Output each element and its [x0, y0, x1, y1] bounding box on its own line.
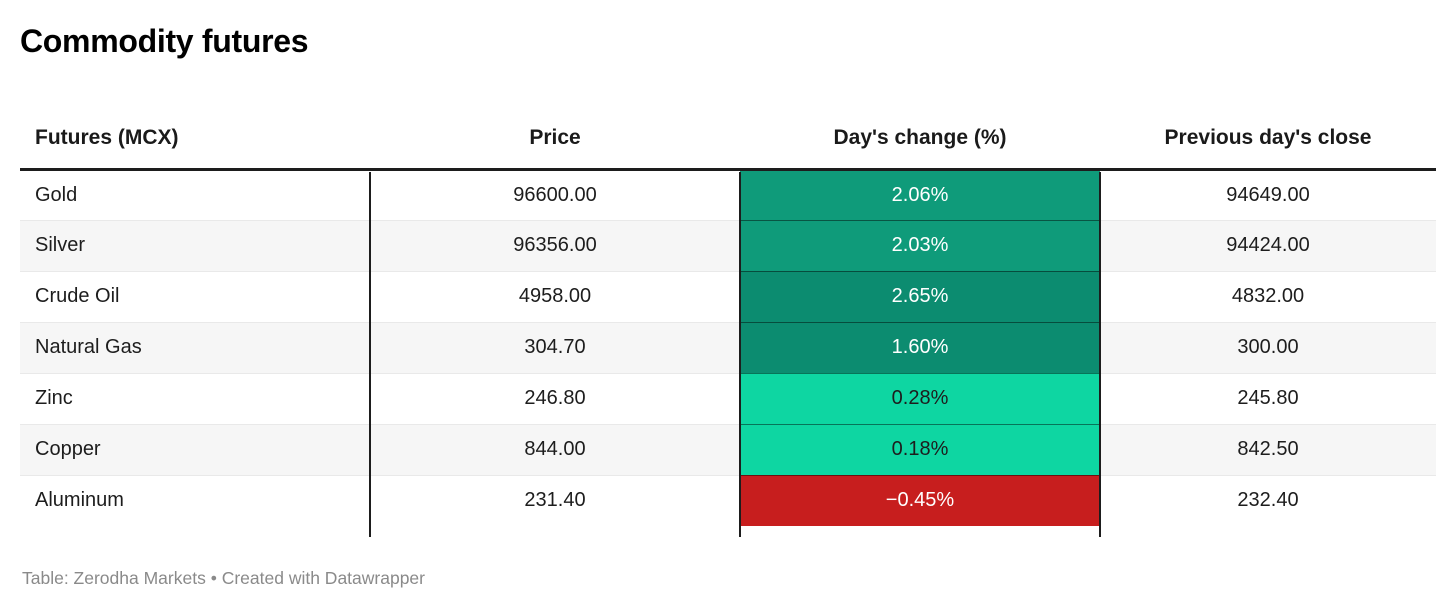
table-row-zinc: Zinc 246.80 0.28% 245.80 — [20, 372, 1436, 424]
cell-change: 2.65% — [740, 270, 1100, 322]
cell-change: −0.45% — [740, 474, 1100, 526]
column-header-price: Price — [370, 109, 740, 171]
table-header: Futures (MCX) Price Day's change (%) Pre… — [20, 109, 1436, 171]
cell-prev-close: 4832.00 — [1100, 270, 1436, 322]
cell-prev-close: 300.00 — [1100, 321, 1436, 373]
table-row-gold: Gold 96600.00 2.06% 94649.00 — [20, 169, 1436, 220]
cell-name: Zinc — [20, 372, 370, 424]
cell-prev-close: 94649.00 — [1226, 183, 1310, 206]
cell-name: Silver — [20, 219, 370, 271]
cell-prev-close: 842.50 — [1100, 423, 1436, 475]
cell-price: 4958.00 — [370, 270, 740, 322]
table-body: Gold 96600.00 2.06% 94649.00 Silver 9635… — [20, 169, 1436, 526]
cell-change: 0.28% — [740, 372, 1100, 424]
cell-price: 246.80 — [370, 372, 740, 424]
table-row-aluminum: Aluminum 231.40 −0.45% 232.40 — [20, 474, 1436, 526]
cell-change: 2.06% — [740, 169, 1100, 220]
cell-prev-close: 245.80 — [1100, 372, 1436, 424]
table-row-natural-gas: Natural Gas 304.70 1.60% 300.00 — [20, 321, 1436, 373]
column-header-futures: Futures (MCX) — [20, 109, 370, 171]
datawrapper-table-page: Commodity futures Futures (MCX) Price Da… — [20, 23, 1436, 589]
column-header-prev-close: Previous day's close — [1100, 109, 1436, 171]
cell-name: Aluminum — [20, 474, 370, 526]
table-row-copper: Copper 844.00 0.18% 842.50 — [20, 423, 1436, 475]
table-footer: Table: Zerodha Markets • Created with Da… — [20, 568, 1436, 589]
footer-separator: • — [205, 568, 222, 588]
cell-prev-close: 232.40 — [1100, 474, 1436, 526]
table-row-crude-oil: Crude Oil 4958.00 2.65% 4832.00 — [20, 270, 1436, 322]
data-table: Futures (MCX) Price Day's change (%) Pre… — [20, 109, 1436, 526]
cell-name: Copper — [20, 423, 370, 475]
commodity-futures-table: Futures (MCX) Price Day's change (%) Pre… — [20, 109, 1436, 537]
cell-change: 0.18% — [740, 423, 1100, 475]
datawrapper-credit-link[interactable]: Created with Datawrapper — [221, 568, 425, 588]
page-title: Commodity futures — [20, 23, 309, 59]
cell-price: 231.40 — [370, 474, 740, 526]
cell-price: 844.00 — [370, 423, 740, 475]
cell-price: 304.70 — [370, 321, 740, 373]
cell-name: Gold — [35, 183, 78, 206]
table-row-silver: Silver 96356.00 2.03% 94424.00 — [20, 219, 1436, 271]
cell-price: 96600.00 — [513, 183, 597, 206]
cell-name: Natural Gas — [20, 321, 370, 373]
cell-name: Crude Oil — [20, 270, 370, 322]
cell-prev-close: 94424.00 — [1100, 219, 1436, 271]
cell-change: 1.60% — [740, 321, 1100, 373]
header-row: Futures (MCX) Price Day's change (%) Pre… — [20, 109, 1436, 171]
cell-change: 2.03% — [740, 219, 1100, 271]
column-header-change: Day's change (%) — [740, 109, 1100, 171]
source-attribution: Table: Zerodha Markets — [22, 568, 206, 588]
cell-price: 96356.00 — [370, 219, 740, 271]
